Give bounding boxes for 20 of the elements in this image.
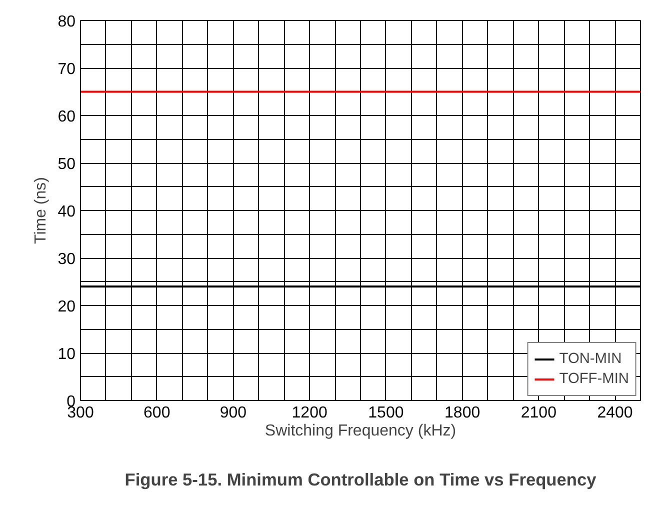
legend-label: TON-MIN [559,351,622,367]
x-tick-label: 600 [144,404,170,422]
legend-label: TOFF-MIN [559,371,629,387]
y-tick-label: 10 [58,346,76,363]
y-tick-label: 20 [58,298,76,316]
y-tick-label: 40 [58,204,76,220]
x-tick-label: 900 [220,404,247,422]
y-tick-label: 60 [58,108,76,126]
y-tick-label: 70 [58,61,76,78]
x-tick-label: 2100 [520,404,557,422]
x-axis-title: Switching Frequency (kHz) [264,422,456,440]
text: Figure 5-15. Minimum Controllable on Time vs Frequency [124,470,597,490]
x-tick-label: 1800 [444,404,480,422]
x-tick-label: 2400 [597,404,633,422]
x-tick-label: 1500 [368,404,404,422]
x-tick-label: 1200 [292,404,328,422]
y-axis-title: Time (ns) [32,177,50,244]
y-tick-label: 50 [58,156,76,173]
y-tick-label: 30 [58,251,76,268]
y-tick-label: 80 [58,14,76,30]
